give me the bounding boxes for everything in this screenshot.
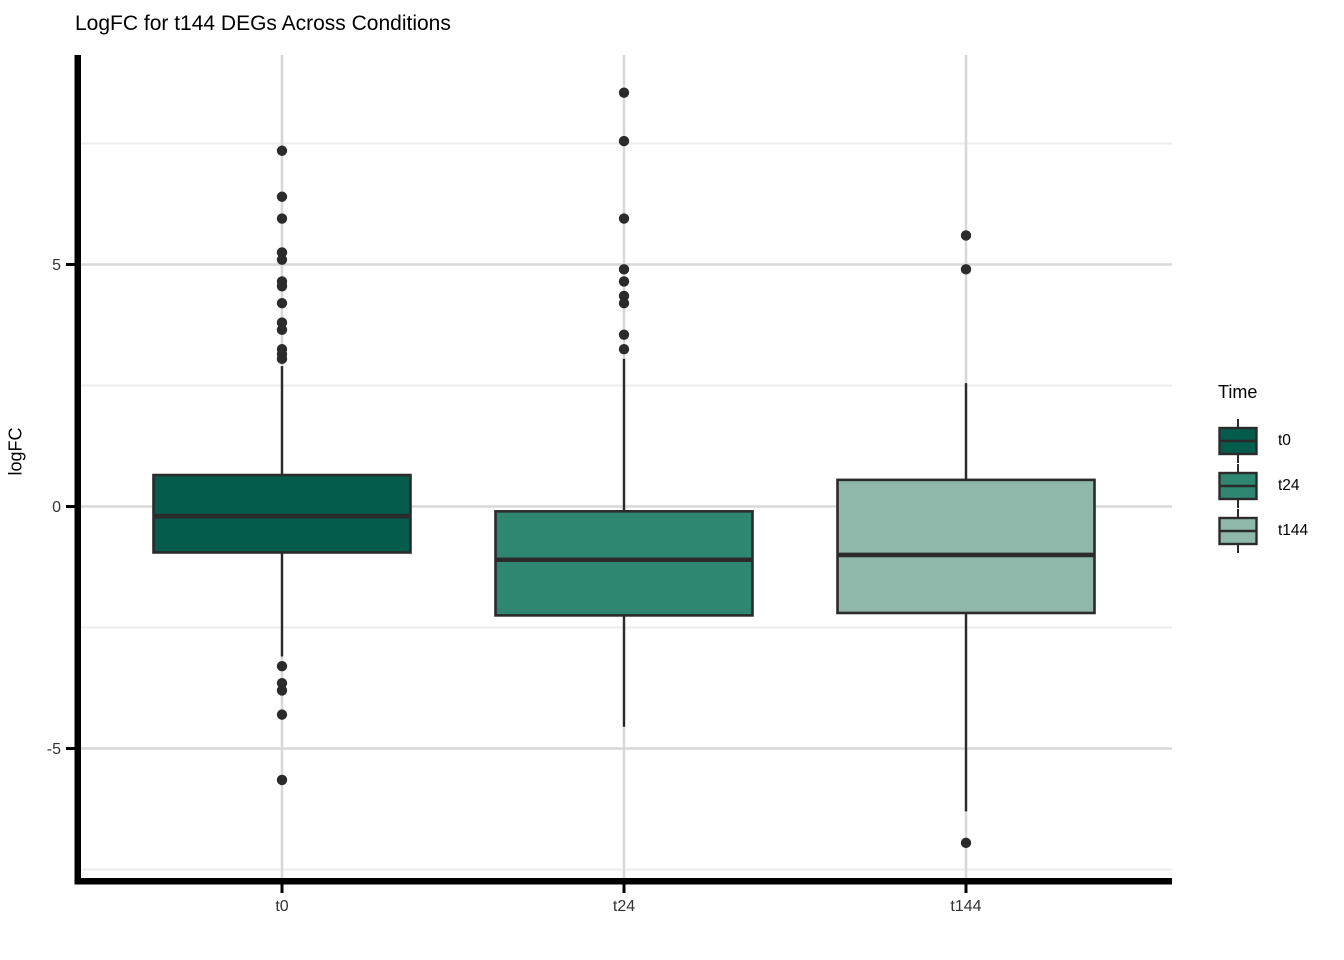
- outlier-point-t0: [276, 317, 288, 328]
- y-tick-label: -5: [47, 741, 61, 758]
- outlier-point-t144: [960, 837, 972, 849]
- outlier-point-t24: [618, 344, 630, 355]
- outlier-point-t0: [276, 774, 288, 786]
- outlier-point-t24: [618, 329, 630, 340]
- outlier-point-t24: [618, 276, 630, 287]
- outlier-point-t0: [276, 254, 288, 265]
- legend-items: t0 t24 t144: [1218, 418, 1308, 553]
- outlier-point-t0: [276, 709, 288, 720]
- outlier-point-t0: [276, 191, 288, 202]
- outlier-point-t0: [276, 281, 288, 292]
- chart-title: LogFC for t144 DEGs Across Conditions: [75, 12, 451, 35]
- x-tick-label: t24: [613, 898, 635, 915]
- legend-label: t24: [1278, 476, 1300, 494]
- outlier-point-t144: [960, 264, 972, 275]
- outlier-point-t0: [276, 298, 288, 309]
- x-axis-line: [74, 878, 1172, 885]
- outlier-point-t0: [276, 353, 288, 365]
- legend-title: Time: [1218, 382, 1258, 402]
- legend-item-t0: t0: [1218, 418, 1308, 463]
- outlier-point-t24: [618, 213, 630, 224]
- legend-label: t144: [1278, 521, 1309, 539]
- legend-item-t144: t144: [1218, 508, 1308, 553]
- y-tick-label: 5: [52, 257, 61, 274]
- y-tick-label: 0: [52, 499, 61, 516]
- legend-key-boxplot-icon: [1218, 508, 1258, 553]
- outlier-point-t0: [276, 145, 288, 156]
- outlier-point-t0: [276, 677, 288, 689]
- outlier-point-t0: [276, 247, 288, 258]
- legend-key-boxplot-icon: [1218, 463, 1258, 508]
- outlier-point-t0: [276, 685, 288, 696]
- outlier-point-t24: [618, 298, 630, 309]
- legend-label: t0: [1278, 431, 1291, 449]
- outlier-point-t0: [276, 213, 288, 224]
- x-tick-label: t0: [275, 898, 288, 915]
- outlier-point-t144: [960, 230, 972, 241]
- outlier-point-t24: [618, 290, 630, 302]
- outlier-point-t24: [618, 264, 630, 275]
- legend-item-t24: t24: [1218, 463, 1308, 508]
- outlier-point-t0: [276, 324, 288, 336]
- legend-key-boxplot-icon: [1218, 418, 1258, 463]
- box-t144: [836, 478, 1096, 615]
- outlier-point-t24: [618, 135, 630, 147]
- outlier-point-t0: [276, 661, 288, 672]
- box-t24: [494, 510, 754, 617]
- y-axis-line: [74, 55, 81, 885]
- legend: Time t0 t24 t144: [1218, 382, 1308, 553]
- x-tick-label: t144: [950, 898, 981, 915]
- box-t0: [152, 473, 412, 554]
- outlier-point-t24: [618, 87, 630, 98]
